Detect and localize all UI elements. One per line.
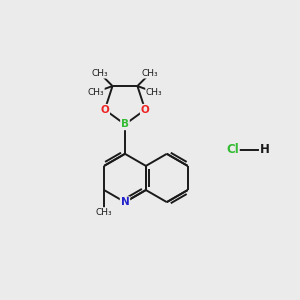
Text: N: N [121,197,129,207]
Text: CH₃: CH₃ [96,208,112,217]
Text: CH₃: CH₃ [88,88,104,97]
Text: Cl: Cl [226,143,239,157]
Text: H: H [260,143,270,157]
Text: B: B [121,119,129,129]
Text: CH₃: CH₃ [142,69,158,78]
Text: CH₃: CH₃ [146,88,162,97]
Text: CH₃: CH₃ [92,69,108,78]
Text: O: O [141,105,149,115]
Text: O: O [100,105,109,115]
